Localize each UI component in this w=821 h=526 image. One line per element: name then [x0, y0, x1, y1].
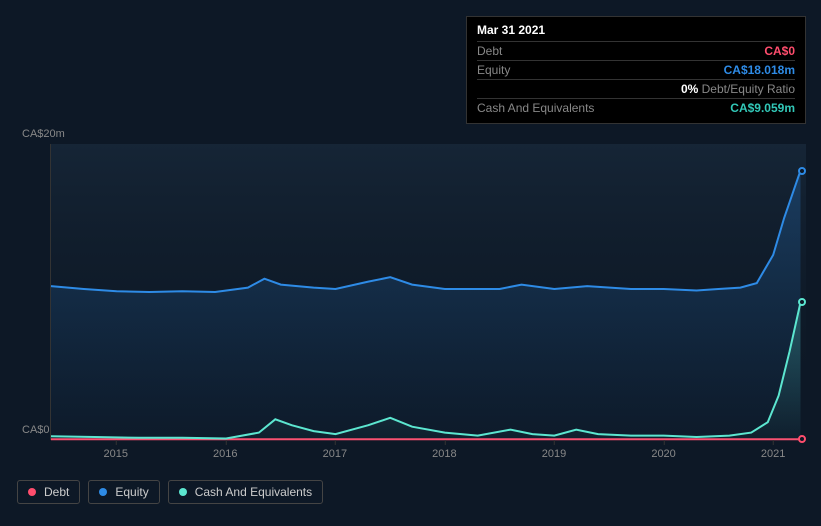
- x-axis-tick: 2021: [761, 448, 785, 460]
- x-axis-tick: 2018: [432, 448, 456, 460]
- tooltip-value: 0% Debt/Equity Ratio: [681, 82, 795, 96]
- legend-label: Equity: [115, 485, 148, 499]
- legend-dot: [179, 488, 187, 496]
- tooltip-label: Cash And Equivalents: [477, 101, 594, 115]
- legend-label: Debt: [44, 485, 69, 499]
- chart-legend: Debt Equity Cash And Equivalents: [17, 480, 323, 504]
- chart-tooltip: Mar 31 2021 Debt CA$0 Equity CA$18.018m 0% De…: [466, 16, 806, 124]
- y-axis-label: CA$20m: [22, 128, 65, 140]
- tooltip-row: 0% Debt/Equity Ratio: [477, 79, 795, 98]
- legend-item-debt[interactable]: Debt: [17, 480, 80, 504]
- x-axis-tick: 2016: [213, 448, 237, 460]
- series-end-marker: [798, 298, 806, 306]
- tooltip-value: CA$18.018m: [724, 63, 795, 77]
- x-axis-tick: 2019: [542, 448, 566, 460]
- legend-dot: [28, 488, 36, 496]
- tooltip-row: Cash And Equivalents CA$9.059m: [477, 98, 795, 117]
- y-axis-label: CA$0: [22, 424, 50, 436]
- chart-plot-area: [50, 144, 806, 440]
- x-axis-tick: 2015: [103, 448, 127, 460]
- tooltip-row: Equity CA$18.018m: [477, 60, 795, 79]
- legend-item-equity[interactable]: Equity: [88, 480, 159, 504]
- tooltip-value: CA$0: [764, 44, 795, 58]
- x-axis: 2015 2016 2017 2018 2019 2020 2021: [50, 440, 806, 460]
- tooltip-date: Mar 31 2021: [477, 23, 795, 41]
- x-axis-tick: 2020: [651, 448, 675, 460]
- tooltip-value: CA$9.059m: [730, 101, 795, 115]
- tooltip-label: Debt: [477, 44, 502, 58]
- tooltip-row: Debt CA$0: [477, 41, 795, 60]
- x-axis-tick: 2017: [323, 448, 347, 460]
- series-end-marker: [798, 167, 806, 175]
- legend-dot: [99, 488, 107, 496]
- legend-item-cash-and-equivalents[interactable]: Cash And Equivalents: [168, 480, 323, 504]
- legend-label: Cash And Equivalents: [195, 485, 312, 499]
- tooltip-label: Equity: [477, 63, 510, 77]
